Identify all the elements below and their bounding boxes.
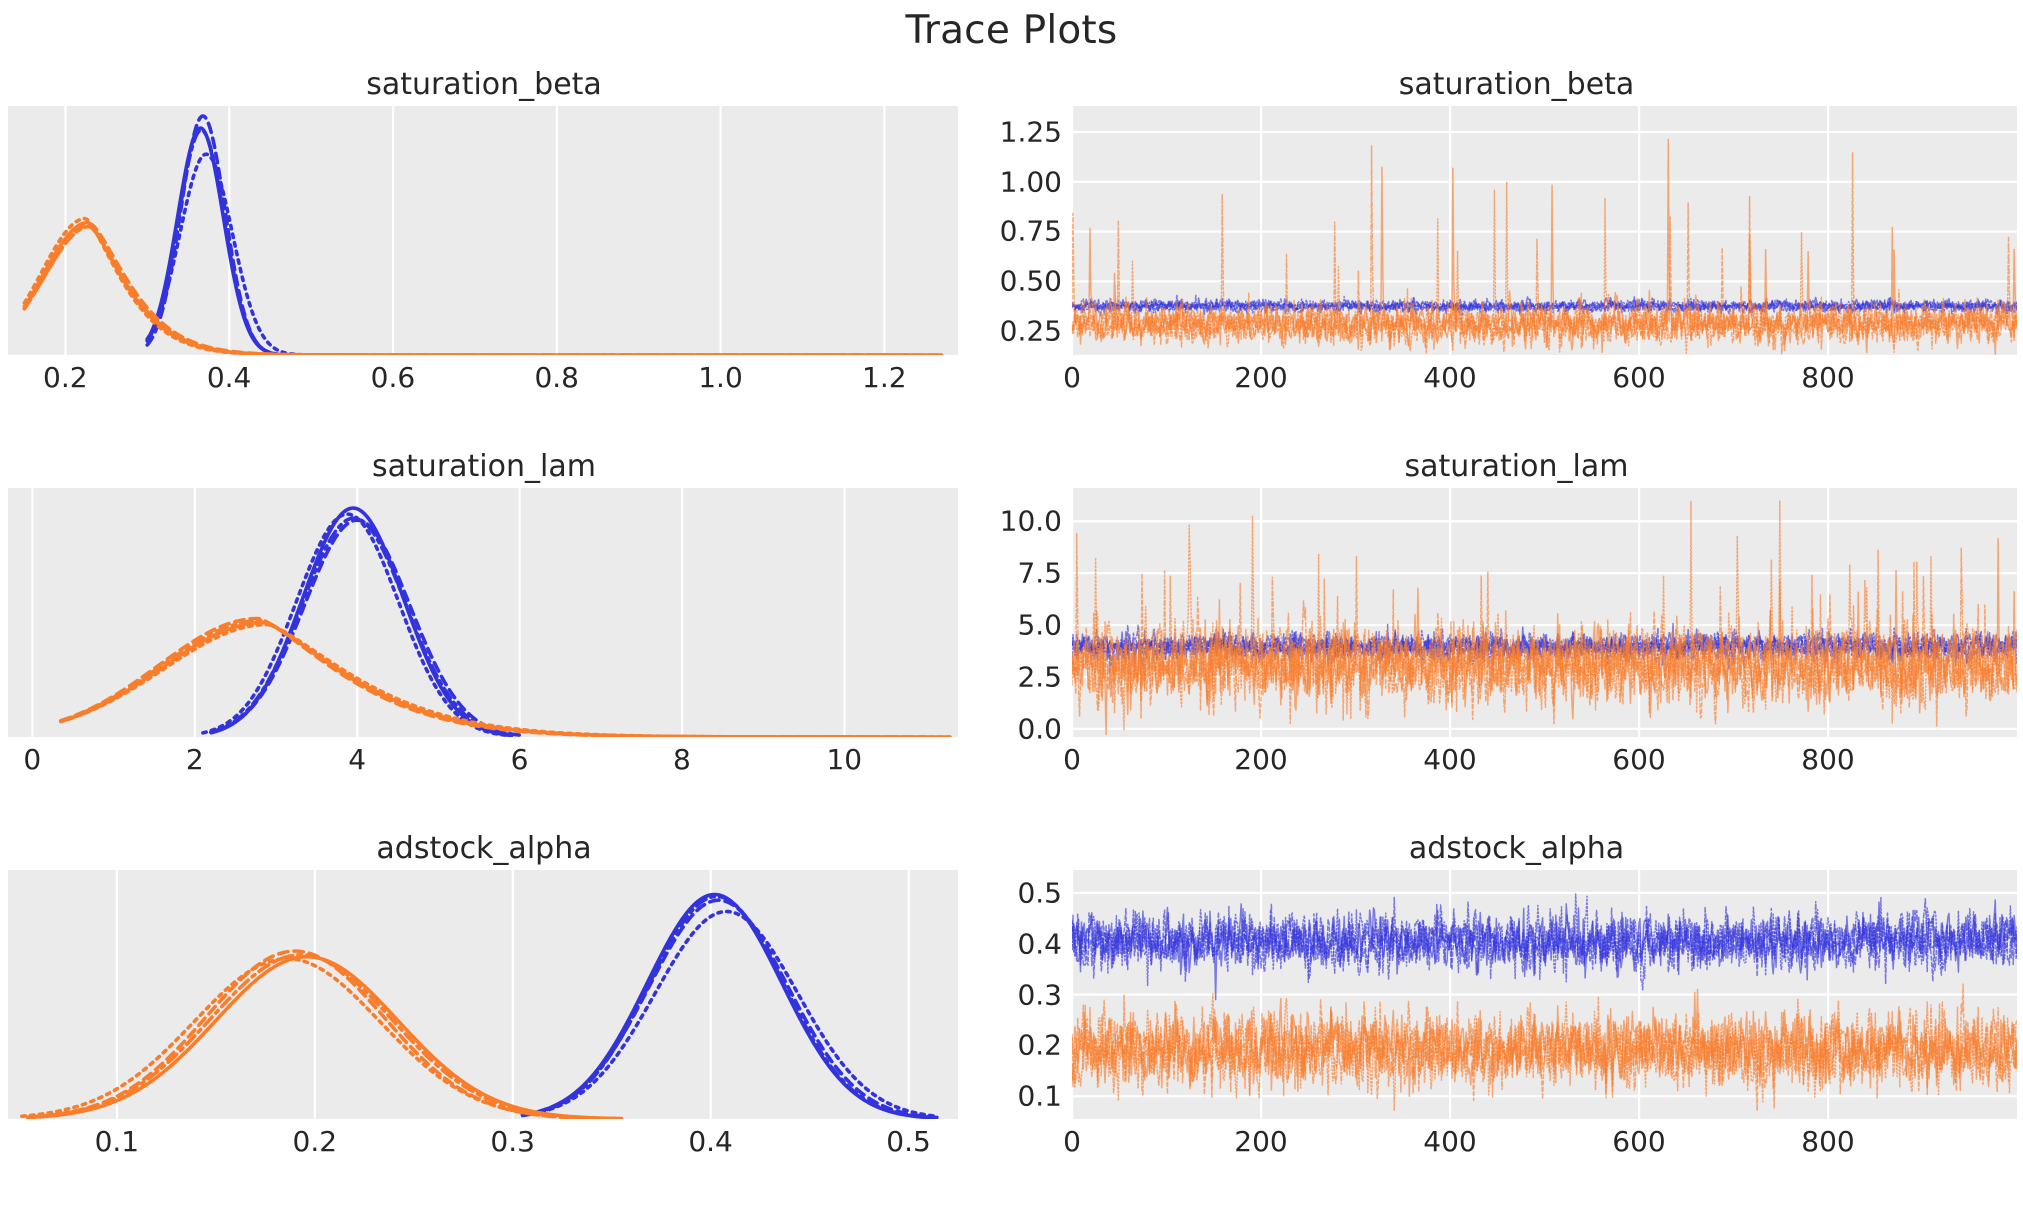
x-tick-label: 400 <box>1423 361 1477 394</box>
y-tick-label: 0.3 <box>1017 978 1062 1011</box>
x-tick-label: 800 <box>1801 743 1855 776</box>
subplot-saturation-beta-kde: saturation_beta 0.2 0.4 0.6 0.8 1.0 1.2 <box>0 66 968 451</box>
y-tick-label: 0.0 <box>1017 712 1062 746</box>
x-tick-label: 0.8 <box>534 361 579 394</box>
x-axis-ticks: 0.2 0.4 0.6 0.8 1.0 1.2 <box>0 357 968 397</box>
plot-panel <box>8 488 958 737</box>
y-tick-label: 0.25 <box>999 314 1062 348</box>
subplot-title: adstock_alpha <box>376 831 592 866</box>
x-tick-label: 0.4 <box>206 361 252 394</box>
x-tick-label: 4 <box>348 743 367 776</box>
x-tick-label: 1.0 <box>698 361 743 394</box>
subplot-row-adstock-alpha: adstock_alpha 0.1 0.2 0.3 0.4 0.5 adstock_al… <box>0 830 2023 1223</box>
x-tick-label: 600 <box>1612 743 1666 776</box>
subplot-saturation-beta-trace: saturation_beta 0.25 0.50 0.75 1.00 1.25 0 20… <box>1000 66 2023 451</box>
x-tick-label: 200 <box>1234 743 1288 776</box>
y-tick-label: 10.0 <box>999 504 1062 538</box>
x-tick-label: 200 <box>1234 1125 1288 1158</box>
x-tick-label: 800 <box>1801 1125 1855 1158</box>
x-tick-label: 0.4 <box>688 1125 733 1158</box>
y-tick-label: 0.50 <box>999 264 1062 298</box>
x-tick-label: 0.5 <box>886 1125 931 1158</box>
plot-panel <box>1072 488 2017 737</box>
plot-panel <box>1072 870 2017 1119</box>
y-axis-ticks: 0.0 2.5 5.0 7.5 10.0 <box>1000 448 1070 833</box>
subplot-title: saturation_lam <box>372 449 596 484</box>
subplot-adstock-alpha-trace: adstock_alpha 0.1 0.2 0.3 0.4 0.5 0 200 400 600… <box>1010 830 2023 1223</box>
y-tick-label: 5.0 <box>1017 608 1062 642</box>
subplot-adstock-alpha-kde: adstock_alpha 0.1 0.2 0.3 0.4 0.5 <box>0 830 968 1223</box>
x-tick-label: 400 <box>1423 1125 1477 1158</box>
x-tick-label: 200 <box>1234 361 1288 394</box>
x-tick-label: 800 <box>1801 361 1855 394</box>
subplot-saturation-lam-kde: saturation_lam 0 2 4 6 8 10 <box>0 448 968 833</box>
x-axis-ticks: 0 2 4 6 8 10 <box>0 739 968 779</box>
x-tick-label: 0 <box>23 743 42 776</box>
y-axis-ticks: 0.25 0.50 0.75 1.00 1.25 <box>1000 66 1070 451</box>
x-axis-ticks: 0 200 400 600 800 <box>1010 739 2023 779</box>
x-tick-label: 0.3 <box>490 1125 535 1158</box>
x-tick-label: 0 <box>1063 361 1081 394</box>
subplot-row-saturation-lam: saturation_lam 0 2 4 6 8 10 saturation_lam 0.… <box>0 448 2023 833</box>
x-tick-label: 1.2 <box>862 361 907 394</box>
x-tick-label: 0.2 <box>292 1125 338 1158</box>
x-tick-label: 400 <box>1423 743 1477 776</box>
y-tick-label: 0.5 <box>1017 876 1062 910</box>
x-axis-ticks: 0 200 400 600 800 <box>1010 1121 2023 1161</box>
x-tick-label: 600 <box>1612 361 1666 394</box>
subplot-title: adstock_alpha <box>1408 831 1625 866</box>
plot-panel <box>1072 106 2017 355</box>
y-tick-label: 0.2 <box>1017 1028 1062 1062</box>
x-axis-ticks: 0.1 0.2 0.3 0.4 0.5 <box>0 1121 968 1161</box>
x-tick-label: 0.6 <box>370 361 416 394</box>
plot-panel <box>8 870 958 1119</box>
y-tick-label: 2.5 <box>1017 660 1062 694</box>
subplot-title: saturation_beta <box>1398 67 1635 102</box>
x-tick-label: 10 <box>826 743 863 776</box>
y-tick-label: 1.25 <box>999 115 1062 149</box>
x-tick-label: 600 <box>1612 1125 1666 1158</box>
y-tick-label: 0.1 <box>1017 1079 1062 1113</box>
x-tick-label: 2 <box>185 743 204 776</box>
x-tick-label: 8 <box>673 743 691 776</box>
y-axis-ticks: 0.1 0.2 0.3 0.4 0.5 <box>1010 830 1070 1223</box>
y-tick-label: 0.75 <box>999 214 1062 248</box>
x-tick-label: 6 <box>510 743 529 776</box>
x-tick-label: 0 <box>1063 1125 1081 1158</box>
x-tick-label: 0 <box>1063 743 1081 776</box>
subplot-title: saturation_beta <box>366 67 602 102</box>
x-tick-label: 0.2 <box>43 361 88 394</box>
x-axis-ticks: 0 200 400 600 800 <box>1010 357 2023 397</box>
figure-title: Trace Plots <box>905 8 1118 53</box>
plot-panel <box>8 106 958 355</box>
subplot-title: saturation_lam <box>1404 449 1629 484</box>
subplot-row-saturation-beta: saturation_beta 0.2 0.4 0.6 0.8 1.0 1.2 satur… <box>0 66 2023 451</box>
x-tick-label: 0.1 <box>94 1125 140 1158</box>
subplot-saturation-lam-trace: saturation_lam 0.0 2.5 5.0 7.5 10.0 0 200 400 6… <box>1000 448 2023 833</box>
y-tick-label: 7.5 <box>1017 556 1062 590</box>
y-tick-label: 1.00 <box>999 165 1062 199</box>
y-tick-label: 0.4 <box>1017 927 1062 961</box>
